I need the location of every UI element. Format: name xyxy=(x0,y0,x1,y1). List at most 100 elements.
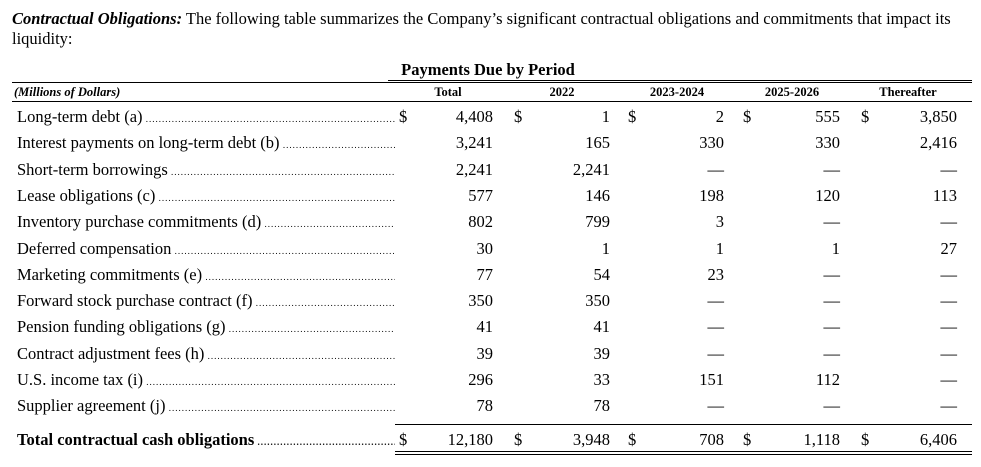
cell-2025-2026: — xyxy=(823,343,841,363)
cell-2025-2026: 555 xyxy=(815,107,840,126)
cell-thereafter: — xyxy=(940,317,958,337)
row-label: Short-term borrowings xyxy=(17,157,395,183)
cell-thereafter: — xyxy=(940,159,958,179)
cell-2022: 1 xyxy=(601,107,610,126)
table-row: Marketing commitments (e) 77 54 23 — — xyxy=(0,262,981,288)
currency-symbol: $ xyxy=(628,429,637,449)
row-label: Lease obligations (c) xyxy=(17,183,395,209)
cell-2023-2024: — xyxy=(707,343,725,363)
total-double-rule-2 xyxy=(395,454,972,455)
cell-2025-2026: — xyxy=(823,291,841,311)
row-label: Forward stock purchase contract (f) xyxy=(17,288,395,314)
cell-total: 77 xyxy=(476,264,494,284)
cell-total: 350 xyxy=(468,291,493,311)
cell-total: 39 xyxy=(476,343,494,363)
row-label: Inventory purchase commitments (d) xyxy=(17,209,395,235)
table-row: Interest payments on long-term debt (b) 3… xyxy=(0,130,981,156)
cell-thereafter: 6,406 xyxy=(919,429,957,449)
cell-2023-2024: — xyxy=(707,159,725,179)
col-header-2023-2024: 2023-2024 xyxy=(649,85,705,99)
cell-2025-2026: — xyxy=(823,159,841,179)
cell-2022: 3,948 xyxy=(572,429,610,449)
cell-2023-2024: 1 xyxy=(715,238,724,258)
cell-2025-2026: — xyxy=(823,264,841,284)
cell-2022: 54 xyxy=(593,264,611,284)
cell-thereafter: 27 xyxy=(940,238,958,258)
cell-thereafter: — xyxy=(940,291,958,311)
cell-2022: 41 xyxy=(593,317,611,337)
cell-2023-2024: 2 xyxy=(715,107,724,126)
row-label-text: Inventory purchase commitments (d) xyxy=(17,212,262,232)
cell-2023-2024: 3 xyxy=(715,212,724,232)
row-label-text: Contract adjustment fees (h) xyxy=(17,343,205,363)
row-label: Long-term debt (a) xyxy=(17,104,395,130)
cell-2022: 2,241 xyxy=(572,159,610,179)
total-top-rule xyxy=(395,424,972,425)
intro-lead: Contractual Obligations: xyxy=(12,9,183,28)
currency-symbol: $ xyxy=(743,107,752,126)
table-row: Forward stock purchase contract (f) 350 35… xyxy=(0,288,981,314)
cell-2022: 78 xyxy=(593,396,611,416)
units-label: (Millions of Dollars) xyxy=(14,85,121,99)
cell-total: 41 xyxy=(476,317,494,337)
currency-symbol: $ xyxy=(628,107,637,126)
cell-2023-2024: 198 xyxy=(699,185,724,205)
header-top-rule xyxy=(12,82,972,83)
cell-2025-2026: — xyxy=(823,396,841,416)
period-header-rule xyxy=(388,80,972,81)
cell-2023-2024: 708 xyxy=(699,429,724,449)
cell-2025-2026: 330 xyxy=(815,133,840,153)
row-label-text: Pension funding obligations (g) xyxy=(17,317,226,337)
table-row: Contract adjustment fees (h) 39 39 — — — xyxy=(0,341,981,367)
cell-total: 12,180 xyxy=(447,429,493,449)
row-label-text: Interest payments on long-term debt (b) xyxy=(17,133,280,153)
cell-2025-2026: 120 xyxy=(815,185,840,205)
cell-2022: 165 xyxy=(585,133,610,153)
row-label: Total contractual cash obligations xyxy=(17,427,395,453)
cell-total: 30 xyxy=(476,238,494,258)
currency-symbol: $ xyxy=(514,429,523,449)
cell-2023-2024: 151 xyxy=(699,370,724,389)
cell-2022: 146 xyxy=(585,185,610,205)
cell-thereafter: 113 xyxy=(932,185,957,205)
row-label-text: Supplier agreement (j) xyxy=(17,396,166,416)
cell-2022: 799 xyxy=(585,212,610,232)
cell-2023-2024: 23 xyxy=(707,264,725,284)
table-row: U.S. income tax (i) 296 33 151 112 — xyxy=(0,367,981,393)
cell-total: 296 xyxy=(468,370,493,389)
cell-total: 577 xyxy=(468,185,493,205)
intro-text: The following table summarizes the Compa… xyxy=(12,9,951,48)
cell-thereafter: 3,850 xyxy=(919,107,957,126)
cell-2025-2026: 1,118 xyxy=(803,429,840,449)
table-row: Pension funding obligations (g) 41 41 — — — xyxy=(0,314,981,340)
total-row: Total contractual cash obligations $12,18… xyxy=(0,427,981,453)
row-label: Marketing commitments (e) xyxy=(17,262,395,288)
row-label-text: Forward stock purchase contract (f) xyxy=(17,291,253,311)
currency-symbol: $ xyxy=(399,429,408,449)
cell-2022: 350 xyxy=(585,291,610,311)
cell-thereafter: 2,416 xyxy=(919,133,957,153)
cell-2022: 1 xyxy=(601,238,610,258)
cell-thereafter: — xyxy=(940,212,958,232)
cell-thereafter: — xyxy=(940,343,958,363)
row-label-text: Total contractual cash obligations xyxy=(17,429,255,449)
row-label: Contract adjustment fees (h) xyxy=(17,341,395,367)
cell-2022: 39 xyxy=(593,343,611,363)
intro-paragraph: Contractual Obligations: The following t… xyxy=(12,9,972,49)
table-row: Short-term borrowings 2,241 2,241 — — — xyxy=(0,157,981,183)
cell-2023-2024: — xyxy=(707,396,725,416)
cell-2023-2024: — xyxy=(707,291,725,311)
col-header-thereafter: Thereafter xyxy=(879,85,937,99)
cell-thereafter: — xyxy=(940,264,958,284)
period-header: Payments Due by Period xyxy=(401,60,575,79)
row-label-text: Short-term borrowings xyxy=(17,159,168,179)
row-label-text: Deferred compensation xyxy=(17,238,172,258)
cell-total: 4,408 xyxy=(455,107,493,126)
row-label-text: Long-term debt (a) xyxy=(17,107,143,126)
cell-2025-2026: — xyxy=(823,212,841,232)
row-label-text: Marketing commitments (e) xyxy=(17,264,203,284)
cell-2025-2026: 1 xyxy=(831,238,840,258)
cell-total: 802 xyxy=(468,212,493,232)
cell-2025-2026: 112 xyxy=(815,370,840,389)
